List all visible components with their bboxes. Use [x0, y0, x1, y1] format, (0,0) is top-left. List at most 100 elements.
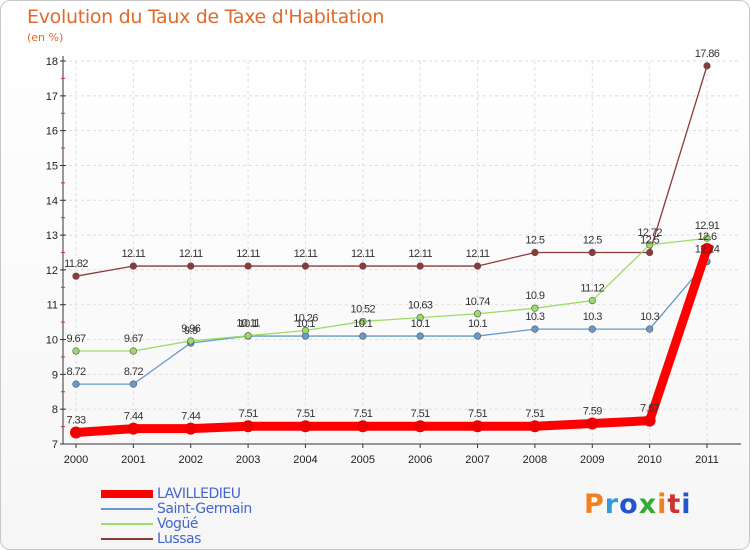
legend-label: Saint-Germain: [157, 500, 252, 517]
logo-letter: o: [619, 489, 639, 520]
data-point: [359, 262, 367, 270]
x-tick-label: 2004: [293, 454, 317, 466]
data-label: 12.11: [122, 248, 146, 260]
x-tick-label: 2005: [351, 454, 375, 466]
data-label: 11.82: [64, 258, 88, 270]
y-tick-label: 17: [46, 91, 58, 103]
data-label: 7.44: [124, 411, 143, 423]
data-point: [242, 420, 255, 433]
x-tick-label: 2003: [236, 454, 260, 466]
data-point: [473, 310, 482, 318]
series-line-saint-germain: [75, 260, 708, 385]
data-label: 7.44: [181, 411, 200, 423]
data-label: 7.51: [411, 408, 430, 420]
data-point: [129, 262, 137, 270]
data-point: [129, 380, 137, 388]
data-label: 7.51: [525, 408, 544, 420]
x-tick-label: 2006: [408, 454, 432, 466]
data-point: [588, 296, 596, 305]
data-point: [531, 325, 539, 333]
legend-item: Vogüé: [101, 515, 252, 532]
x-tick-label: 2011: [695, 454, 719, 466]
data-point: [646, 325, 654, 333]
data-point: [531, 304, 539, 312]
y-tick-label: 9: [52, 369, 58, 381]
data-point: [244, 332, 252, 340]
x-tick-label: 2002: [178, 454, 202, 466]
y-tick-label: 8: [52, 404, 58, 416]
data-label: 9.96: [181, 323, 200, 335]
data-label: 10.3: [583, 311, 602, 323]
data-label: 12.11: [466, 248, 490, 260]
data-point: [473, 332, 482, 340]
data-point: [646, 241, 654, 249]
legend-swatch: [101, 489, 153, 498]
data-label: 12.6: [697, 231, 716, 243]
logo-letter: t: [667, 489, 682, 520]
y-tick-label: 16: [46, 126, 58, 138]
y-tick-label: 14: [46, 195, 58, 207]
x-tick-label: 2001: [121, 454, 145, 466]
data-label: 10.11: [236, 318, 260, 330]
data-point: [588, 325, 596, 333]
data-point: [588, 248, 596, 257]
data-point: [416, 262, 424, 270]
legend-label: Lussas: [157, 530, 201, 547]
data-point: [356, 420, 369, 433]
data-point: [701, 243, 713, 256]
logo-letter: i: [681, 489, 692, 520]
data-label: 12.11: [408, 248, 432, 260]
data-label: 12.5: [640, 235, 659, 247]
legend-item: LAVILLEDIEU: [101, 485, 252, 502]
data-label: 10.26: [293, 312, 318, 324]
legend-item: Saint-Germain: [101, 500, 252, 517]
data-label: 10.1: [411, 318, 430, 330]
data-label: 10.1: [353, 318, 372, 330]
legend-swatch: [101, 537, 153, 540]
data-point: [528, 420, 541, 433]
data-label: 7.51: [239, 408, 258, 420]
data-point: [187, 262, 195, 270]
data-label: 12.5: [525, 235, 544, 247]
series-line-vogüé: [75, 237, 708, 352]
chart-subtitle: (en %): [27, 31, 64, 44]
data-point: [703, 62, 711, 70]
series-line-lussas: [75, 65, 708, 277]
data-point: [531, 248, 539, 257]
data-label: 10.63: [408, 300, 433, 312]
data-label: 7.67: [640, 403, 659, 415]
data-label: 17.86: [695, 48, 720, 60]
data-point: [414, 420, 427, 433]
data-label: 12.11: [179, 248, 203, 260]
data-point: [416, 332, 424, 340]
data-label: 12.24: [695, 244, 720, 256]
x-tick-label: 2000: [64, 454, 88, 466]
data-label: 9.67: [66, 333, 85, 345]
data-point: [359, 332, 367, 340]
data-point: [187, 337, 195, 345]
data-label: 10.1: [239, 318, 258, 330]
data-point: [244, 262, 252, 270]
x-tick-label: 2008: [523, 454, 547, 466]
data-label: 8.72: [66, 366, 85, 378]
legend-label: LAVILLEDIEU: [157, 485, 241, 502]
logo-letter: P: [584, 489, 605, 520]
data-label: 12.72: [637, 227, 662, 239]
proxiti-logo: Proxiti: [584, 489, 692, 520]
data-point: [643, 414, 656, 427]
legend: LAVILLEDIEU Saint-Germain Vogüé Lussas: [101, 485, 252, 547]
legend-label: Vogüé: [157, 515, 198, 532]
data-label: 10.3: [525, 311, 544, 323]
data-label: 8.72: [124, 366, 143, 378]
data-label: 11.12: [580, 283, 604, 295]
y-tick-label: 12: [46, 265, 58, 277]
data-label: 12.11: [236, 248, 260, 260]
logo-letter: i: [657, 489, 668, 520]
data-point: [586, 417, 599, 430]
x-tick-label: 2009: [580, 454, 604, 466]
data-label: 10.1: [468, 318, 487, 330]
data-label: 7.51: [353, 408, 372, 420]
data-label: 9.67: [124, 333, 143, 345]
data-point: [72, 272, 80, 280]
